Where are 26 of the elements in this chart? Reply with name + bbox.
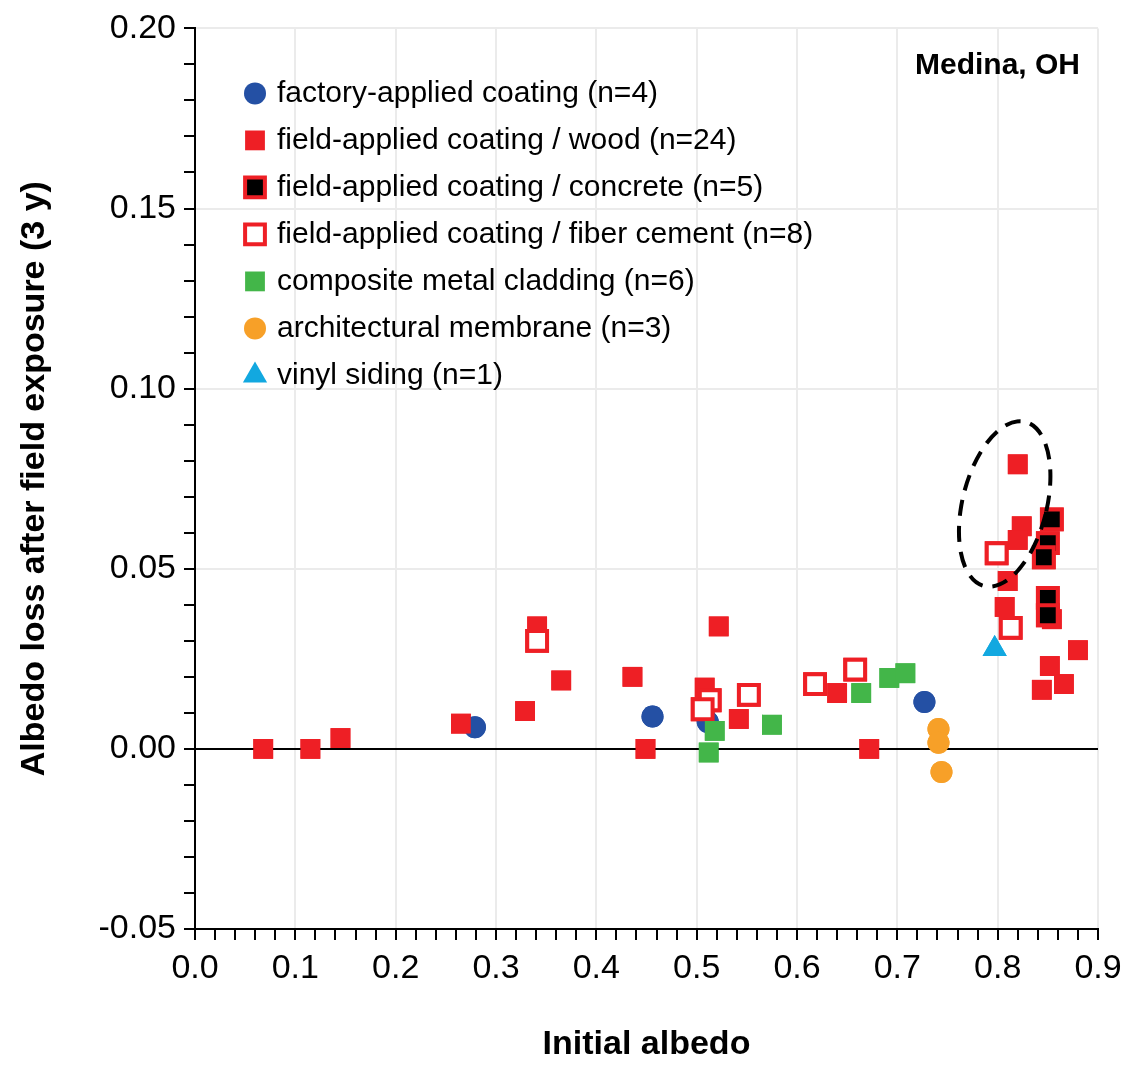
legend-label: field-applied coating / fiber cement (n=8) <box>277 215 814 249</box>
x-tick-label: 0.9 <box>1074 946 1122 985</box>
y-tick-label: 0.05 <box>109 547 176 586</box>
y-tick-label: 0.10 <box>109 367 176 406</box>
x-tick-label: 0.3 <box>472 946 520 985</box>
x-axis-title: Initial albedo <box>542 1022 751 1061</box>
annotation: Medina, OH <box>914 46 1080 80</box>
legend-label: composite metal cladding (n=6) <box>277 262 695 296</box>
y-tick-label: -0.05 <box>98 907 176 946</box>
x-tick-label: 0.5 <box>673 946 721 985</box>
legend-label: vinyl siding (n=1) <box>277 356 503 390</box>
x-tick-label: 0.7 <box>873 946 921 985</box>
x-tick-label: 0.1 <box>271 946 319 985</box>
legend-label: architectural membrane (n=3) <box>277 309 672 343</box>
legend-label: field-applied coating / concrete (n=5) <box>277 168 764 202</box>
y-tick-label: 0.15 <box>109 186 176 225</box>
x-tick-label: 0.0 <box>171 946 219 985</box>
y-tick-label: 0.20 <box>109 6 176 45</box>
y-axis-title: Albedo loss after field exposure (3 y) <box>12 181 51 777</box>
x-tick-label: 0.4 <box>572 946 620 985</box>
x-tick-label: 0.2 <box>372 946 420 985</box>
x-tick-label: 0.6 <box>773 946 821 985</box>
y-tick-label: 0.00 <box>109 727 176 766</box>
x-tick-label: 0.8 <box>974 946 1022 985</box>
legend-label: field-applied coating / wood (n=24) <box>277 121 737 155</box>
legend-label: factory-applied coating (n=4) <box>277 74 659 108</box>
